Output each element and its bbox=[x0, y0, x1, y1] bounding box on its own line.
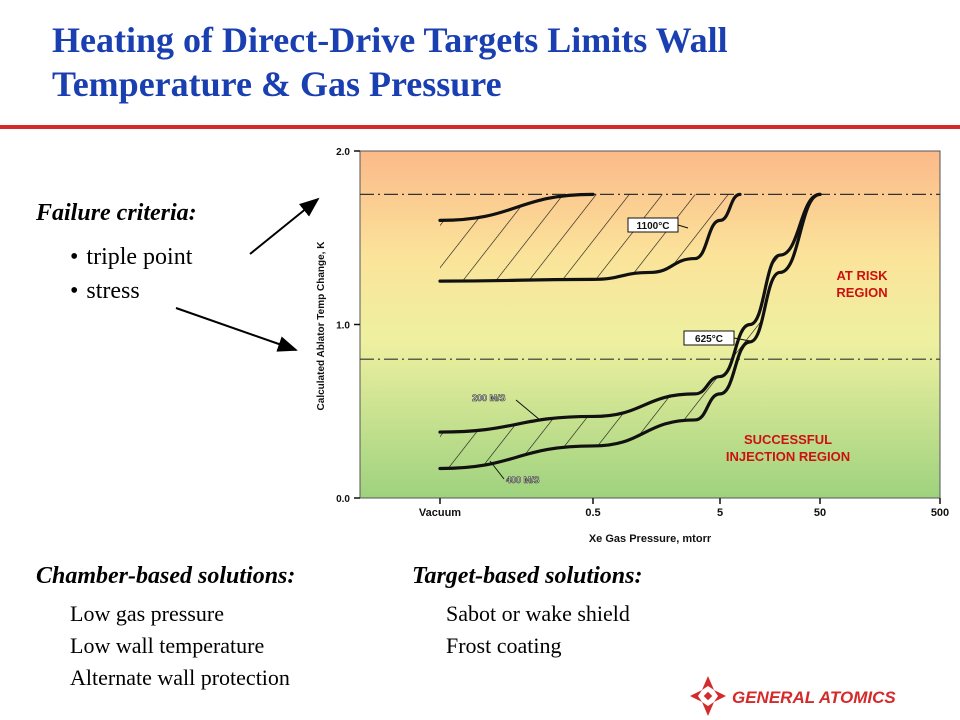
label-1100c: 1100°C bbox=[637, 221, 670, 232]
y-axis-label: Calculated Ablator Temp Change, K bbox=[316, 241, 327, 411]
general-atomics-logo: GENERAL ATOMICS bbox=[690, 676, 896, 716]
series-line bbox=[438, 192, 595, 222]
leader-625c bbox=[733, 337, 751, 342]
x-tick-label: 500 bbox=[931, 507, 949, 519]
region-at-risk: REGION bbox=[836, 285, 887, 300]
target-solutions-list: Sabot or wake shield Frost coating bbox=[446, 598, 630, 662]
logo-diamond-icon bbox=[690, 676, 726, 716]
chamber-solutions-heading: Chamber-based solutions: bbox=[36, 563, 296, 589]
target-item: Sabot or wake shield bbox=[446, 601, 630, 626]
slide-title: Heating of Direct-Drive Targets Limits W… bbox=[52, 20, 728, 104]
title-divider bbox=[0, 125, 960, 129]
arrow-triple-point bbox=[249, 197, 320, 255]
chamber-item: Low gas pressure bbox=[70, 601, 224, 626]
failure-item-stress: stress bbox=[70, 274, 192, 308]
x-axis-label: Xe Gas Pressure, mtorr bbox=[589, 533, 712, 545]
arrow-stress bbox=[175, 307, 298, 352]
region-successful: SUCCESSFUL bbox=[744, 432, 832, 447]
region-successful: INJECTION REGION bbox=[726, 449, 850, 464]
logo-text: GENERAL ATOMICS bbox=[732, 688, 896, 707]
x-tick-label: 50 bbox=[814, 507, 826, 519]
target-item: Frost coating bbox=[446, 633, 562, 658]
x-tick-label: 0.5 bbox=[585, 507, 600, 519]
chamber-item: Alternate wall protection bbox=[70, 665, 290, 690]
leader-1100c bbox=[677, 224, 689, 229]
y-tick-label: 0.0 bbox=[336, 494, 350, 505]
failure-item-triple-point: triple point bbox=[70, 240, 192, 274]
failure-criteria-list: triple point stress bbox=[70, 240, 192, 308]
label-625c: 625°C bbox=[695, 334, 723, 345]
leader-200ms bbox=[515, 399, 541, 421]
temperature-chart: 0.0 1.0 2.0 Vacuum 0.5 5 50 500 1100°C 625°C 200 … bbox=[316, 147, 949, 545]
label-400ms: 400 M/S bbox=[506, 475, 540, 485]
hatch-region-1100 bbox=[440, 194, 740, 282]
y-tick-label: 2.0 bbox=[336, 147, 350, 158]
region-at-risk: AT RISK bbox=[836, 268, 888, 283]
label-200ms: 200 M/S bbox=[472, 393, 506, 403]
chamber-item: Low wall temperature bbox=[70, 633, 265, 658]
series-line bbox=[438, 192, 822, 471]
target-solutions-heading: Target-based solutions: bbox=[412, 563, 643, 589]
x-tick-label: Vacuum bbox=[419, 507, 461, 519]
x-tick-label: 5 bbox=[717, 507, 723, 519]
chamber-solutions-list: Low gas pressure Low wall temperature Al… bbox=[70, 598, 290, 694]
failure-criteria-heading: Failure criteria: bbox=[36, 200, 197, 226]
leader-400ms bbox=[489, 460, 505, 480]
series-line bbox=[438, 192, 742, 283]
y-tick-label: 1.0 bbox=[336, 321, 350, 332]
series-line bbox=[438, 192, 822, 434]
hatch-region-625 bbox=[440, 194, 820, 469]
